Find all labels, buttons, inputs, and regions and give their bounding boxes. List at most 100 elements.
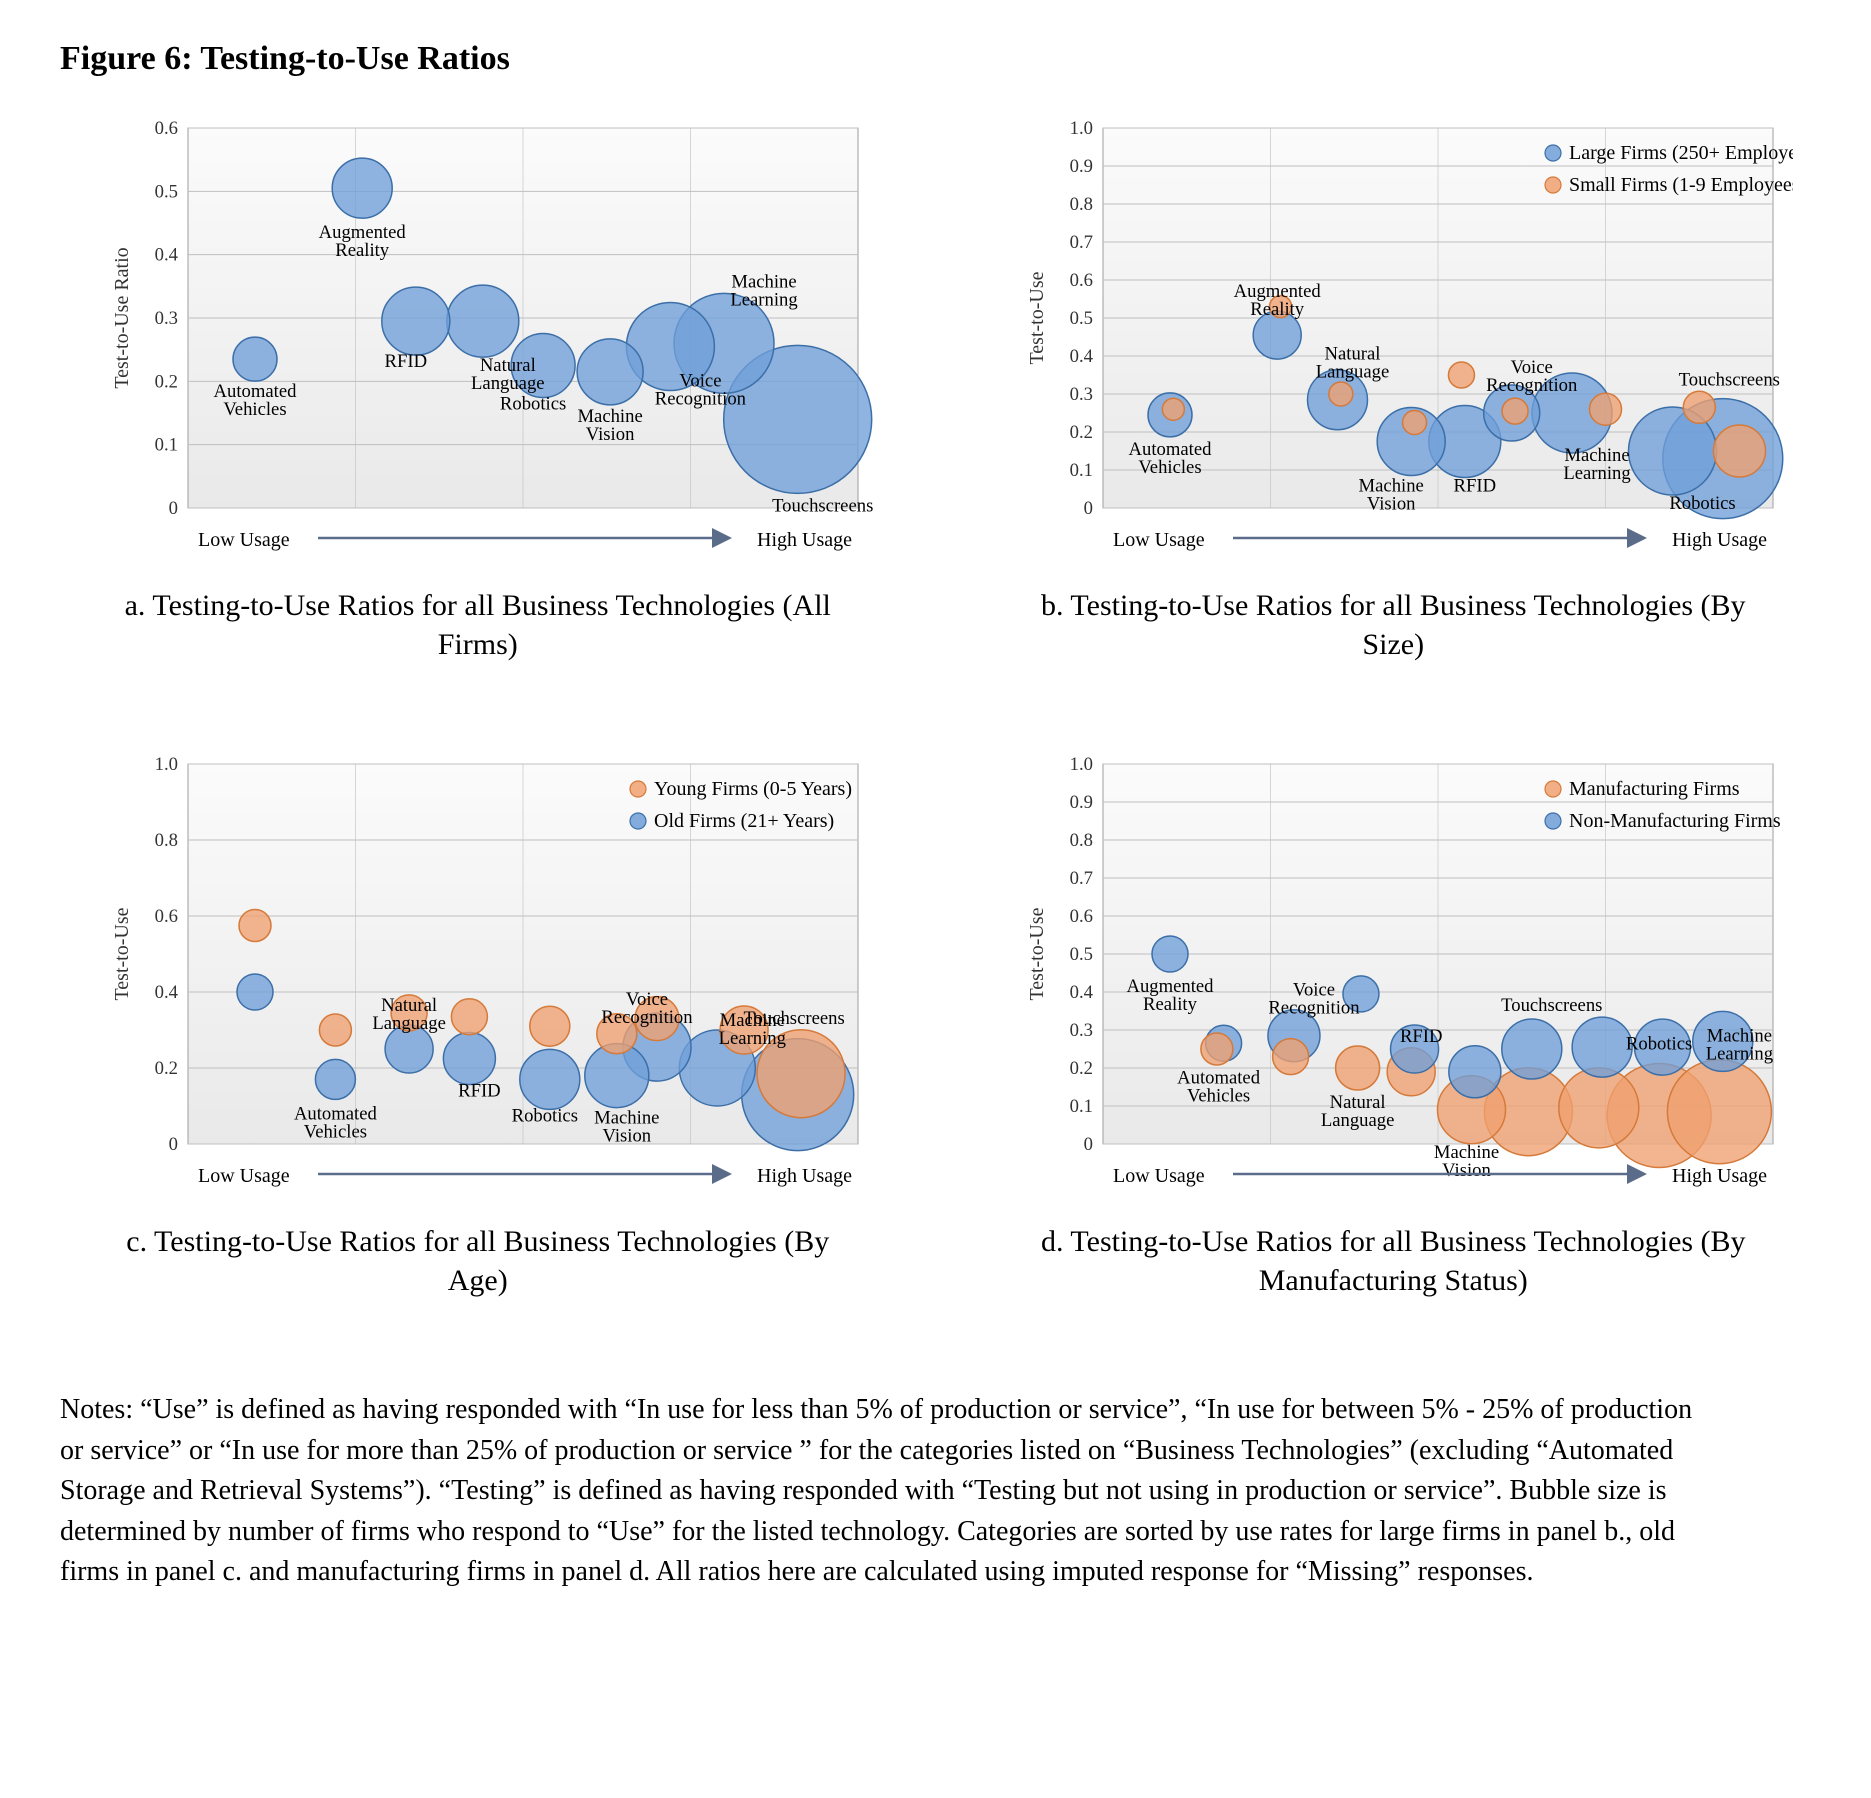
caption-d: d. Testing-to-Use Ratios for all Busines… [1013, 1222, 1773, 1300]
svg-text:Learning: Learning [1706, 1044, 1773, 1065]
svg-text:Vehicles: Vehicles [223, 399, 286, 420]
svg-text:0.5: 0.5 [1070, 944, 1093, 965]
svg-text:Vehicles: Vehicles [304, 1121, 367, 1142]
svg-text:0.4: 0.4 [1070, 346, 1094, 367]
caption-a: a. Testing-to-Use Ratios for all Busines… [98, 586, 858, 664]
svg-text:Learning: Learning [718, 1028, 785, 1049]
svg-text:Manufacturing Firms: Manufacturing Firms [1569, 778, 1740, 800]
svg-text:RFID: RFID [384, 351, 427, 372]
svg-text:0.8: 0.8 [1070, 830, 1093, 851]
svg-text:High Usage: High Usage [1672, 1165, 1767, 1187]
svg-text:Vehicles: Vehicles [1187, 1085, 1250, 1106]
panel-a: 00.10.20.30.40.50.6Test-to-Use RatioAuto… [60, 108, 896, 664]
svg-text:0: 0 [168, 498, 177, 519]
svg-text:Language: Language [372, 1013, 446, 1034]
svg-text:0.6: 0.6 [1070, 270, 1093, 291]
svg-text:0.7: 0.7 [1070, 232, 1093, 253]
chart-a: 00.10.20.30.40.50.6Test-to-Use RatioAuto… [78, 108, 878, 568]
svg-text:High Usage: High Usage [1672, 529, 1767, 551]
svg-text:0.4: 0.4 [1070, 982, 1094, 1003]
svg-text:Low Usage: Low Usage [198, 1165, 290, 1187]
svg-text:Robotics: Robotics [511, 1105, 577, 1126]
svg-text:Touchscreens: Touchscreens [743, 1008, 844, 1029]
svg-text:Low Usage: Low Usage [1113, 529, 1205, 551]
svg-text:Language: Language [1316, 362, 1390, 383]
svg-text:Reality: Reality [1143, 994, 1198, 1015]
panel-d: 0 0.1 0.2 0.3 0.4 0.5 0.6 0.7 0.8 0.9 1.0 Test-to-U… [976, 744, 1812, 1300]
svg-text:0.8: 0.8 [1070, 194, 1093, 215]
svg-text:0.4: 0.4 [154, 982, 178, 1003]
svg-text:0.3: 0.3 [1070, 384, 1093, 405]
svg-text:Vision: Vision [1367, 494, 1416, 515]
svg-text:Recognition: Recognition [1269, 998, 1361, 1019]
svg-text:0.7: 0.7 [1070, 868, 1093, 889]
svg-text:High Usage: High Usage [757, 1165, 852, 1187]
svg-text:0.6: 0.6 [154, 906, 177, 927]
svg-text:0.9: 0.9 [1070, 792, 1093, 813]
svg-text:0.5: 0.5 [1070, 308, 1093, 329]
chart-d: 0 0.1 0.2 0.3 0.4 0.5 0.6 0.7 0.8 0.9 1.0 Test-to-U… [993, 744, 1793, 1204]
svg-text:Non-Manufacturing Firms: Non-Manufacturing Firms [1569, 810, 1781, 832]
svg-text:RFID: RFID [1400, 1026, 1443, 1047]
svg-text:0: 0 [1084, 1134, 1093, 1155]
svg-text:RFID: RFID [458, 1081, 501, 1102]
svg-text:Learning: Learning [1564, 463, 1631, 484]
svg-text:0.4: 0.4 [154, 245, 178, 266]
svg-text:Large Firms (250+ Employees): Large Firms (250+ Employees) [1569, 142, 1793, 164]
svg-text:0: 0 [168, 1134, 177, 1155]
svg-text:Recognition: Recognition [1486, 375, 1578, 396]
svg-text:Language: Language [1321, 1110, 1395, 1131]
svg-text:Vision: Vision [586, 424, 635, 445]
svg-text:RFID: RFID [1454, 476, 1497, 497]
svg-text:Touchscreens: Touchscreens [1679, 369, 1780, 390]
svg-text:0.1: 0.1 [154, 435, 177, 456]
svg-text:Reality: Reality [335, 240, 390, 261]
svg-text:Recognition: Recognition [655, 389, 747, 410]
svg-text:Robotics: Robotics [500, 394, 566, 415]
svg-text:0.1: 0.1 [1070, 1096, 1093, 1117]
panel-b: 0 0.1 0.2 0.3 0.4 0.5 0.6 0.7 0.8 0.9 1.0 Test-to-U… [976, 108, 1812, 664]
chart-b: 0 0.1 0.2 0.3 0.4 0.5 0.6 0.7 0.8 0.9 1.0 Test-to-U… [993, 108, 1793, 568]
svg-text:Test-to-Use: Test-to-Use [1026, 907, 1048, 1000]
svg-text:0.2: 0.2 [1070, 1058, 1093, 1079]
svg-text:Vehicles: Vehicles [1139, 457, 1202, 478]
panel-c: 00.20.40.60.81.0Test-to-UseAutomatedVehi… [60, 744, 896, 1300]
svg-text:1.0: 1.0 [154, 754, 177, 775]
svg-text:Test-to-Use Ratio: Test-to-Use Ratio [111, 247, 133, 388]
caption-b: b. Testing-to-Use Ratios for all Busines… [1013, 586, 1773, 664]
svg-text:Touchscreens: Touchscreens [772, 495, 873, 516]
svg-text:Old Firms (21+ Years): Old Firms (21+ Years) [654, 810, 834, 832]
svg-text:Touchscreens: Touchscreens [1501, 995, 1602, 1016]
svg-text:0: 0 [1084, 498, 1093, 519]
svg-text:1.0: 1.0 [1070, 118, 1093, 139]
svg-text:High Usage: High Usage [757, 529, 852, 551]
svg-text:0.2: 0.2 [154, 371, 177, 392]
svg-text:0.6: 0.6 [154, 118, 177, 139]
svg-text:Reality: Reality [1251, 299, 1306, 320]
svg-text:Vision: Vision [1442, 1160, 1491, 1181]
svg-text:0.1: 0.1 [1070, 460, 1093, 481]
svg-text:0.9: 0.9 [1070, 156, 1093, 177]
svg-text:Test-to-Use: Test-to-Use [111, 907, 133, 1000]
panels-grid: 00.10.20.30.40.50.6Test-to-Use RatioAuto… [60, 108, 1811, 1300]
svg-text:Robotics: Robotics [1670, 493, 1736, 514]
caption-c: c. Testing-to-Use Ratios for all Busines… [98, 1222, 858, 1300]
svg-text:Robotics: Robotics [1626, 1034, 1692, 1055]
svg-text:Low Usage: Low Usage [198, 529, 290, 551]
svg-text:1.0: 1.0 [1070, 754, 1093, 775]
svg-text:Vision: Vision [602, 1126, 651, 1147]
svg-text:Language: Language [471, 373, 545, 394]
svg-text:0.2: 0.2 [154, 1058, 177, 1079]
svg-text:0.2: 0.2 [1070, 422, 1093, 443]
svg-text:0.8: 0.8 [154, 830, 177, 851]
svg-text:Small Firms (1-9 Employees): Small Firms (1-9 Employees) [1569, 174, 1793, 196]
svg-text:0.6: 0.6 [1070, 906, 1093, 927]
svg-text:Learning: Learning [730, 289, 797, 310]
svg-text:Recognition: Recognition [601, 1007, 693, 1028]
chart-c: 00.20.40.60.81.0Test-to-UseAutomatedVehi… [78, 744, 878, 1204]
figure-title: Figure 6: Testing-to-Use Ratios [60, 40, 1811, 78]
svg-text:Test-to-Use: Test-to-Use [1026, 271, 1048, 364]
figure-notes: Notes: “Use” is defined as having respon… [60, 1390, 1710, 1593]
svg-text:0.3: 0.3 [1070, 1020, 1093, 1041]
svg-text:0.5: 0.5 [154, 181, 177, 202]
